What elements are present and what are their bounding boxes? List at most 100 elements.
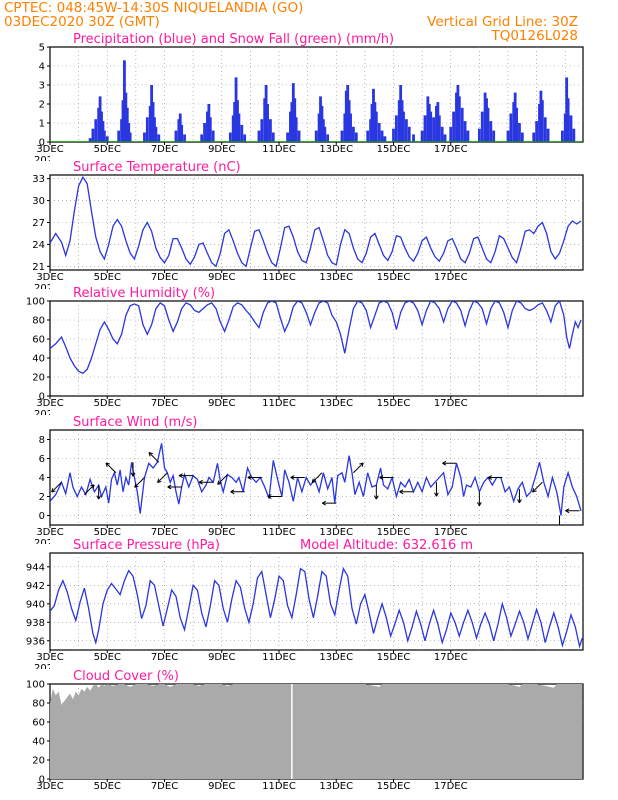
x-tick-label: 15DEC	[377, 272, 411, 283]
x-tick-label: 17DEC	[434, 272, 468, 283]
precip-bar	[271, 132, 275, 142]
precip-bar	[98, 96, 102, 142]
precip-bar	[243, 134, 247, 142]
x-tick-label: 3DEC	[36, 272, 63, 283]
precip-bar	[326, 134, 330, 142]
wind-arrowhead	[90, 484, 95, 489]
precip-bar	[435, 105, 438, 142]
precip-bar	[440, 126, 444, 142]
precip-bar	[423, 115, 427, 142]
x-tick-label: 3DEC	[36, 652, 63, 663]
wind-arrowhead	[217, 480, 222, 485]
precip-bar	[94, 119, 98, 142]
y-tick-label: 2	[39, 492, 45, 503]
x-tick-label: 9DEC	[208, 272, 235, 283]
y-tick-label: 80	[32, 699, 45, 710]
panel-title: Cloud Cover (%)	[73, 669, 179, 684]
y-tick-label: 938	[26, 618, 45, 629]
wind-arrowhead	[477, 502, 482, 506]
y-tick-label: 40	[32, 354, 45, 365]
precip-bar	[91, 128, 95, 142]
x-tick-label: 11DEC	[262, 144, 296, 155]
precip-bar	[449, 126, 453, 142]
series-line	[50, 301, 582, 374]
precip-bar	[148, 105, 152, 142]
y-tick-label: 40	[32, 737, 45, 748]
wind-arrow	[532, 481, 543, 493]
precip-bar	[373, 102, 377, 142]
series-layer	[50, 684, 583, 779]
precip-bar	[286, 132, 289, 142]
precip-bar	[100, 111, 103, 142]
wind-arrow	[148, 452, 160, 463]
panels: 0 1 2 3 4 5 3DEC 5DEC 7DEC 9DEC 11DEC 13DEC 15DEC 17D…	[26, 32, 584, 792]
precip-bar	[463, 121, 467, 142]
precip-bar	[437, 115, 441, 142]
precip-bar	[436, 102, 440, 142]
wind-arrowhead	[322, 500, 327, 506]
y-tick-label: 944	[26, 562, 45, 573]
precip-bar	[97, 107, 101, 142]
panel-precip: 0 1 2 3 4 5 3DEC 5DEC 7DEC 9DEC 11DEC 13DEC 15DEC 17D…	[34, 32, 584, 166]
precip-bar	[460, 107, 464, 142]
precip-bar	[237, 113, 241, 142]
precip-bar	[317, 113, 321, 142]
precip-bar	[208, 117, 212, 142]
series-line	[50, 175, 582, 268]
precip-bar	[143, 132, 146, 142]
panel-cloud: 0 20 40 60 80 100 3DEC 5DEC 7DEC 9DEC 11DEC 13DEC 15…	[26, 669, 584, 792]
x-tick-label: 13DEC	[319, 398, 353, 409]
precip-bar	[174, 130, 178, 142]
precip-bar	[380, 130, 384, 142]
wind-arrow	[353, 462, 364, 474]
precip-bar	[340, 130, 344, 142]
y-tick-label: 100	[26, 680, 45, 691]
y-tick-label: 60	[32, 335, 45, 346]
x-tick-label: 9DEC	[208, 398, 235, 409]
x-year-label: 202	[34, 155, 53, 166]
x-tick-label: 9DEC	[208, 527, 235, 538]
y-tick-label: 3	[39, 81, 45, 92]
panel-rh: 0 20 40 60 80 100 3DEC 5DEC 7DEC 9DEC 11DEC 13DEC 15…	[26, 286, 584, 415]
precip-bar	[466, 130, 470, 142]
y-tick-label: 0	[39, 138, 45, 149]
precip-bar	[203, 123, 206, 142]
precip-bar	[207, 104, 211, 142]
precip-bar	[153, 117, 156, 142]
x-tick-label: 5DEC	[94, 398, 121, 409]
panel-temp: 21 24 27 30 33 3DEC 5DEC 7DEC 9DEC 11DEC 13DEC 15DE…	[32, 160, 584, 289]
header-run-time: 03DEC2020 30Z (GMT)	[4, 14, 160, 30]
wind-arrowhead	[532, 488, 537, 493]
precip-bar	[124, 92, 128, 142]
precip-bar	[290, 102, 294, 142]
x-tick-label: 11DEC	[262, 272, 296, 283]
precip-bar	[560, 130, 564, 142]
x-tick-label: 7DEC	[151, 144, 178, 155]
precip-bar	[456, 85, 460, 142]
wind-arrowhead	[488, 475, 493, 480]
precip-bar	[352, 126, 355, 142]
wind-arrowhead	[399, 489, 404, 495]
y-tick-label: 24	[32, 240, 45, 251]
precip-bar	[257, 130, 261, 142]
precip-bar	[572, 128, 576, 142]
precip-bar	[506, 130, 510, 142]
x-tick-label: 15DEC	[377, 652, 411, 663]
precip-bar	[231, 115, 235, 142]
y-tick-label: 942	[26, 581, 45, 592]
y-tick-label: 5	[39, 43, 45, 54]
y-tick-label: 8	[39, 435, 45, 446]
y-tick-label: 100	[26, 297, 45, 308]
panel-title: Precipitation (blue) and Snow Fall (gree…	[73, 32, 394, 47]
panel-title: Surface Temperature (nC)	[73, 160, 241, 175]
x-tick-label: 3DEC	[36, 144, 63, 155]
x-tick-label: 11DEC	[262, 781, 296, 792]
precip-bar	[291, 83, 295, 142]
precip-bar	[486, 107, 490, 142]
precip-bar	[539, 90, 543, 142]
y-tick-label: 6	[39, 454, 45, 465]
precip-bar	[228, 132, 232, 142]
series-layer	[50, 443, 582, 525]
x-tick-label: 5DEC	[94, 527, 121, 538]
